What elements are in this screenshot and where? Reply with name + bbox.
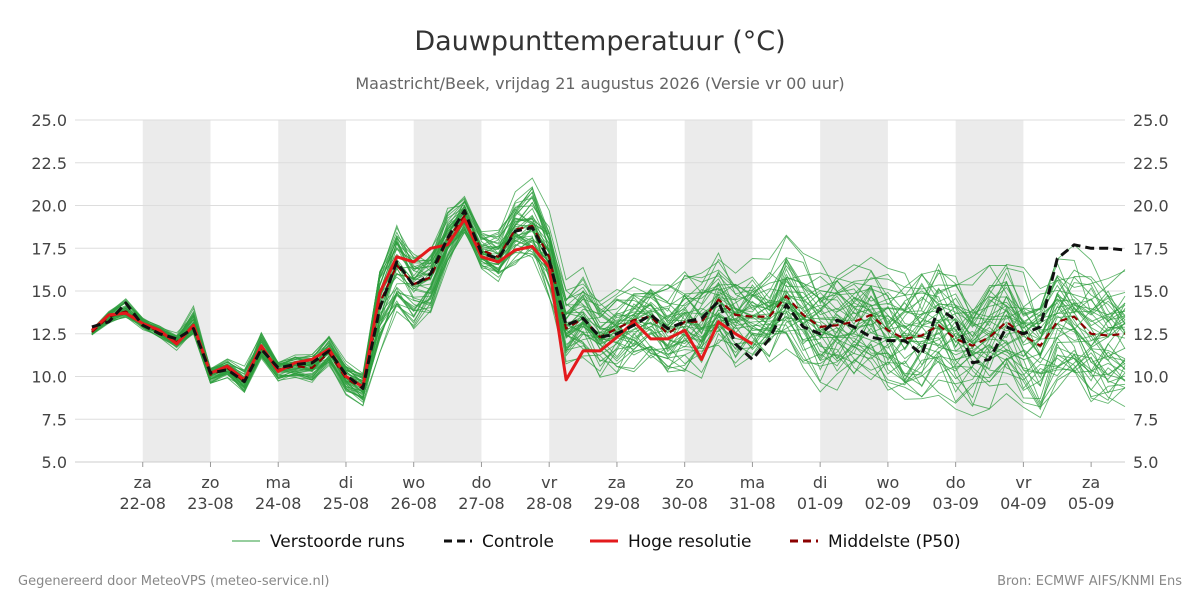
x-tick-date-27-08: 27-08 (458, 494, 505, 513)
y-tick-left-15.0: 15.0 (31, 282, 67, 301)
y-tick-right-17.5: 17.5 (1133, 239, 1169, 258)
series-line-controle (91, 209, 1126, 390)
x-axis: za 22-08 zo 23-08 ma 24-08 di 25-08 wo 26-08 do 27-… (119, 462, 1114, 513)
x-tick-day-30-08: zo (676, 473, 694, 492)
ensemble-member (91, 227, 1126, 399)
y-tick-left-17.5: 17.5 (31, 239, 67, 258)
x-tick-day-04-09: vr (1015, 473, 1031, 492)
y-tick-left-20.0: 20.0 (31, 197, 67, 216)
x-tick-day-25-08: di (339, 473, 354, 492)
series-line-hoge-resolutie (90, 217, 754, 389)
x-tick-date-02-09: 02-09 (865, 494, 912, 513)
x-tick-day-28-08: vr (541, 473, 557, 492)
y-axis-left: 5.0 7.5 10.0 12.5 15.0 17.5 20.0 22.5 25.0 (31, 111, 67, 472)
chart-subtitle: Maastricht/Beek, vrijdag 21 augustus 202… (355, 74, 844, 93)
x-tick-day-31-08: ma (740, 473, 765, 492)
x-tick-date-31-08: 31-08 (729, 494, 776, 513)
y-axis-right: 5.0 7.5 10.0 12.5 15.0 17.5 20.0 22.5 25.0 (1133, 111, 1169, 472)
legend-label-2: Hoge resolutie (628, 532, 752, 552)
legend-label-3: Middelste (P50) (828, 532, 961, 552)
x-tick-day-24-08: ma (266, 473, 291, 492)
y-tick-left-25.0: 25.0 (31, 111, 67, 130)
x-tick-day-23-08: zo (201, 473, 219, 492)
y-tick-right-5.0: 5.0 (1133, 453, 1158, 472)
ensemble-member (91, 210, 1126, 385)
x-tick-day-05-09: za (1082, 473, 1100, 492)
y-tick-right-12.5: 12.5 (1133, 325, 1169, 344)
ensemble-member (91, 197, 1126, 380)
y-tick-left-12.5: 12.5 (31, 325, 67, 344)
x-tick-date-25-08: 25-08 (323, 494, 370, 513)
y-tick-right-15.0: 15.0 (1133, 282, 1169, 301)
x-tick-date-30-08: 30-08 (661, 494, 708, 513)
x-tick-date-23-08: 23-08 (187, 494, 234, 513)
x-tick-date-04-09: 04-09 (1000, 494, 1047, 513)
legend-label-0: Verstoorde runs (270, 532, 405, 552)
ensemble-member (91, 226, 1126, 398)
y-tick-left-10.0: 10.0 (31, 368, 67, 387)
x-tick-date-26-08: 26-08 (390, 494, 437, 513)
y-tick-right-22.5: 22.5 (1133, 154, 1169, 173)
legend-label-1: Controle (482, 532, 554, 552)
main-series-lines (90, 209, 1126, 390)
x-tick-date-01-09: 01-09 (797, 494, 844, 513)
x-tick-day-01-09: di (813, 473, 828, 492)
ensemble-member (91, 226, 1126, 407)
x-tick-day-29-08: za (608, 473, 626, 492)
ensemble-member (91, 221, 1126, 394)
x-tick-day-27-08: do (471, 473, 491, 492)
y-tick-left-5.0: 5.0 (42, 453, 67, 472)
y-tick-left-7.5: 7.5 (42, 410, 67, 429)
ensemble-member (91, 198, 1126, 382)
footer-credit: Gegenereerd door MeteoVPS (meteo-service… (18, 574, 329, 589)
x-tick-date-05-09: 05-09 (1068, 494, 1115, 513)
footer-source: Bron: ECMWF AIFS/KNMI Ens (997, 574, 1182, 589)
ensemble-member (91, 191, 1126, 379)
y-tick-right-7.5: 7.5 (1133, 410, 1158, 429)
chart-title: Dauwpunttemperatuur (°C) (414, 26, 785, 57)
x-tick-day-26-08: wo (402, 473, 425, 492)
x-tick-day-03-09: do (946, 473, 966, 492)
x-tick-date-29-08: 29-08 (594, 494, 641, 513)
x-tick-date-24-08: 24-08 (255, 494, 302, 513)
legend: Verstoorde runs Controle Hoge resolutie Mid… (232, 532, 961, 552)
x-tick-day-02-09: wo (876, 473, 899, 492)
y-tick-right-25.0: 25.0 (1133, 111, 1169, 130)
x-tick-date-03-09: 03-09 (932, 494, 979, 513)
y-tick-right-10.0: 10.0 (1133, 368, 1169, 387)
x-tick-date-28-08: 28-08 (526, 494, 573, 513)
y-tick-left-22.5: 22.5 (31, 154, 67, 173)
x-tick-date-22-08: 22-08 (119, 494, 166, 513)
y-tick-right-20.0: 20.0 (1133, 197, 1169, 216)
x-tick-day-22-08: za (134, 473, 152, 492)
